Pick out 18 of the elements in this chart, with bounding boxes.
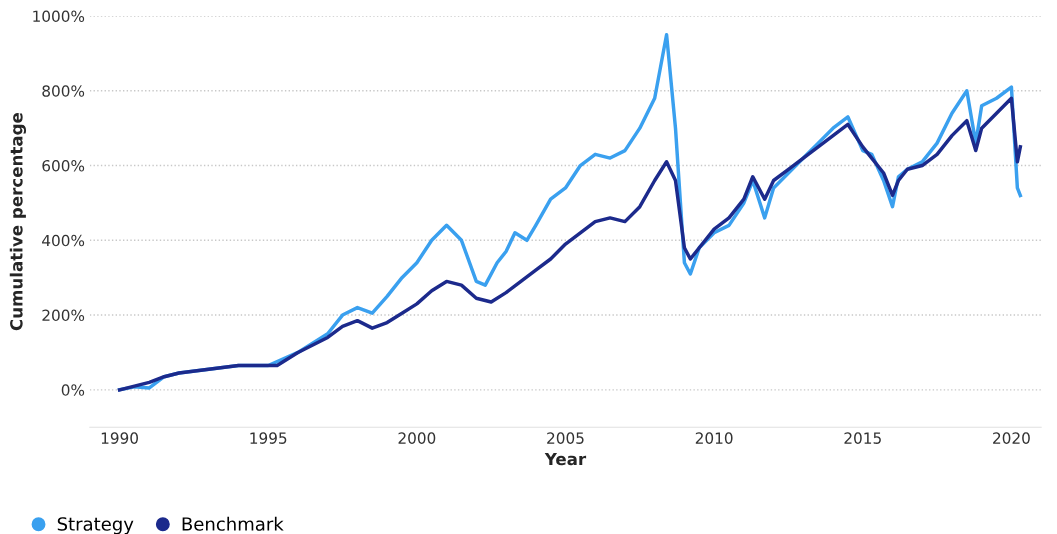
y-tick-label: 400% [42,234,85,247]
x-tick-label: 1995 [250,432,287,444]
y-tick-label: 800% [42,85,85,97]
x-tick-label: 2005 [547,432,584,444]
y-tick-label: 600% [42,160,85,172]
x-tick-label: 2010 [695,432,733,444]
line-series [117,96,1023,392]
x-tick-label: 1990 [101,432,138,444]
y-axis-title: Cumulative percentage [9,112,27,331]
x-tick-label: 2020 [993,432,1030,444]
y-tick-label: 200% [42,309,85,322]
x-axis-title: Year [544,452,587,466]
x-tick-label: 2015 [844,432,881,444]
y-tick-label: 0% [61,384,85,396]
y-tick-label: 1000% [33,10,85,23]
legend-label: Strategy [57,517,134,534]
legend-label: Benchmark [182,516,284,531]
x-tick-label: 2000 [398,432,436,444]
